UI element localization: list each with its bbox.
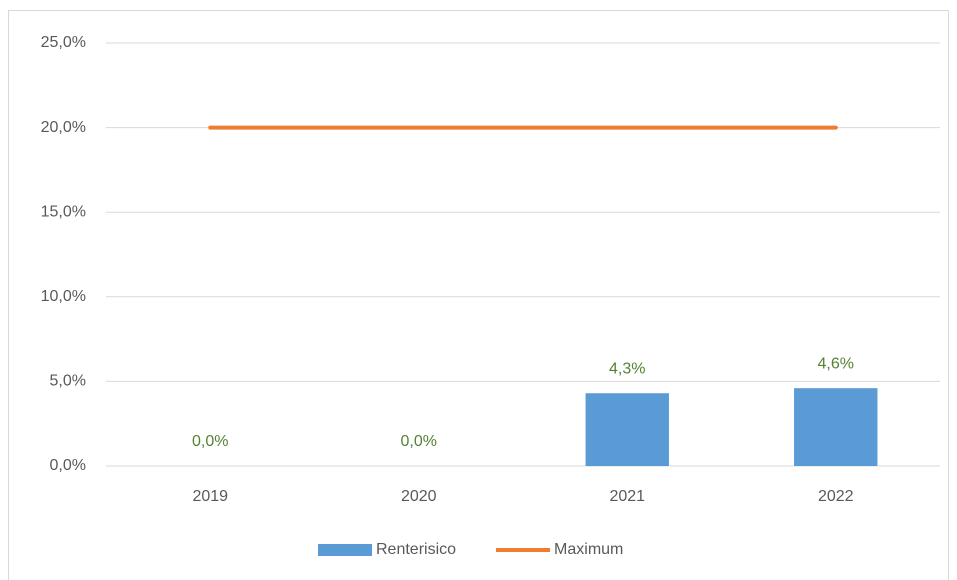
data-label: 0,0% [401,433,437,450]
bar [585,393,669,466]
x-tick-label: 2019 [192,488,228,505]
y-tick-label: 10,0% [41,288,86,305]
y-tick-label: 20,0% [41,119,86,136]
x-tick-label: 2021 [609,488,645,505]
legend-label: Renterisico [376,541,456,558]
data-label: 0,0% [192,433,228,450]
x-tick-label: 2020 [401,488,437,505]
y-tick-label: 5,0% [50,373,86,390]
bar [794,388,878,466]
data-label: 4,6% [818,355,854,372]
legend-swatch [318,544,372,556]
y-tick-label: 15,0% [41,203,86,220]
data-label: 4,3% [609,360,645,377]
y-tick-label: 25,0% [41,34,86,51]
x-tick-label: 2022 [818,488,854,505]
legend-label: Maximum [554,541,623,558]
chart-frame [8,10,949,580]
y-tick-label: 0,0% [50,457,86,474]
